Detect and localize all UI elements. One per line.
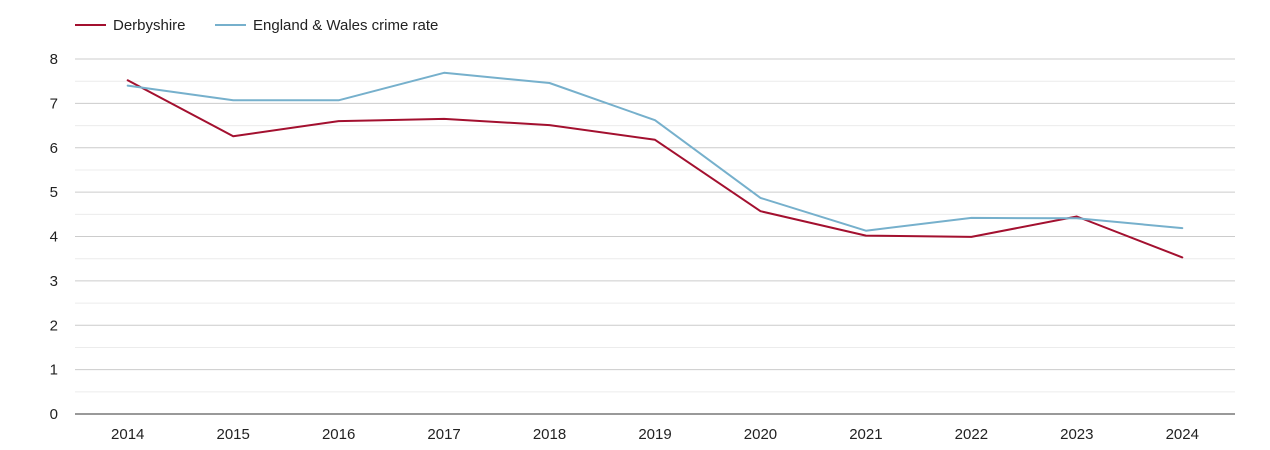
y-tick-label: 2: [50, 317, 58, 334]
x-tick-label: 2018: [533, 426, 566, 443]
y-tick-label: 1: [50, 362, 58, 379]
grid-lines: [75, 58, 1235, 393]
x-tick-label: 2021: [849, 426, 882, 443]
y-tick-label: 0: [50, 406, 58, 423]
y-tick-label: 8: [50, 51, 58, 68]
legend-label-derbyshire[interactable]: Derbyshire: [113, 17, 186, 34]
legend-label-england-wales[interactable]: England & Wales crime rate: [253, 17, 438, 34]
x-tick-label: 2015: [216, 426, 249, 443]
x-tick-label: 2024: [1166, 426, 1199, 443]
legend: Derbyshire England & Wales crime rate: [75, 17, 438, 34]
x-tick-label: 2023: [1060, 426, 1093, 443]
y-tick-label: 5: [50, 184, 58, 201]
x-tick-label: 2016: [322, 426, 355, 443]
y-tick-label: 3: [50, 273, 58, 290]
y-tick-label: 6: [50, 140, 58, 157]
axes: 0 1 2 3 4 5 6 7 8 2014 2015 2016 2017 2018 2019 2020 202…: [50, 51, 1235, 443]
x-tick-label: 2020: [744, 426, 777, 443]
x-tick-label: 2022: [955, 426, 988, 443]
series-lines: [126, 71, 1184, 259]
x-tick-label: 2019: [638, 426, 671, 443]
series-line-england-wales-crime-rate[interactable]: [126, 71, 1184, 232]
x-tick-label: 2014: [111, 426, 144, 443]
y-tick-label: 7: [50, 95, 58, 112]
y-tick-label: 4: [50, 229, 58, 246]
series-line-derbyshire[interactable]: [126, 79, 1184, 259]
x-tick-label: 2017: [427, 426, 460, 443]
